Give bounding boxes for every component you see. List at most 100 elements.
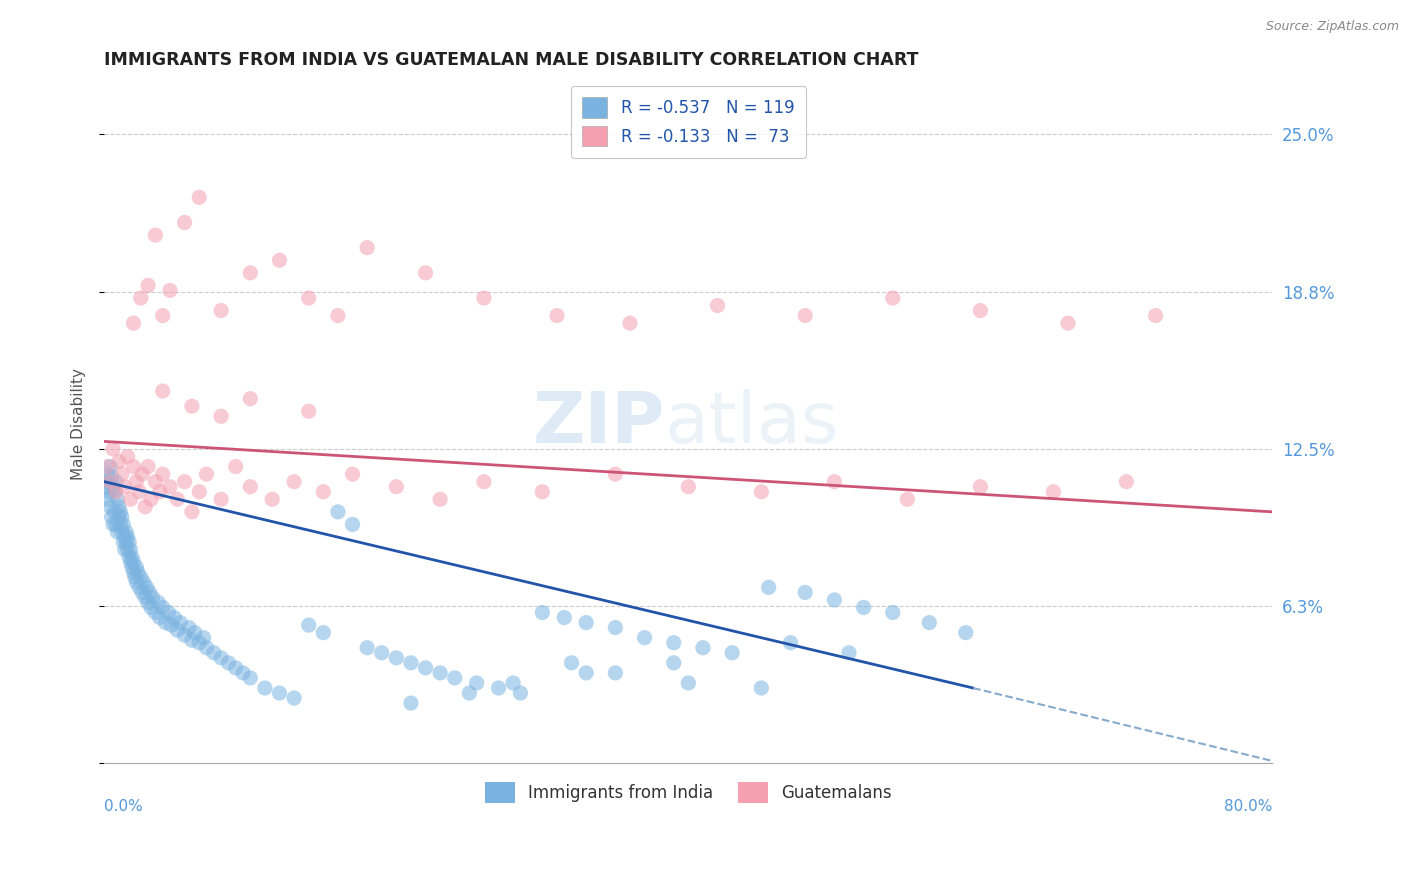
- Point: [662, 656, 685, 670]
- Point: [465, 676, 488, 690]
- Point: [896, 492, 918, 507]
- Point: [173, 215, 195, 229]
- Point: [180, 505, 202, 519]
- Point: [443, 671, 465, 685]
- Point: [779, 636, 801, 650]
- Point: [370, 646, 392, 660]
- Point: [225, 661, 247, 675]
- Point: [553, 610, 575, 624]
- Point: [97, 484, 120, 499]
- Point: [120, 492, 142, 507]
- Point: [751, 681, 773, 695]
- Point: [152, 600, 174, 615]
- Point: [107, 492, 129, 507]
- Point: [101, 480, 124, 494]
- Point: [159, 284, 181, 298]
- Point: [120, 555, 142, 569]
- Point: [662, 636, 685, 650]
- Point: [605, 467, 627, 482]
- Point: [415, 266, 437, 280]
- Point: [852, 600, 875, 615]
- Point: [104, 517, 127, 532]
- Point: [118, 550, 141, 565]
- Point: [180, 633, 202, 648]
- Point: [209, 650, 232, 665]
- Point: [145, 475, 167, 489]
- Point: [152, 467, 174, 482]
- Point: [166, 492, 188, 507]
- Point: [269, 253, 291, 268]
- Legend: Immigrants from India, Guatemalans: Immigrants from India, Guatemalans: [478, 776, 898, 810]
- Point: [114, 530, 136, 544]
- Point: [128, 484, 150, 499]
- Point: [152, 309, 174, 323]
- Point: [531, 484, 554, 499]
- Point: [110, 517, 132, 532]
- Point: [415, 661, 437, 675]
- Point: [356, 640, 378, 655]
- Y-axis label: Male Disability: Male Disability: [72, 368, 86, 480]
- Point: [239, 671, 262, 685]
- Point: [882, 291, 904, 305]
- Point: [121, 550, 143, 565]
- Text: ZIP: ZIP: [533, 389, 665, 458]
- Point: [112, 517, 135, 532]
- Point: [135, 580, 157, 594]
- Point: [509, 686, 531, 700]
- Point: [193, 631, 215, 645]
- Point: [117, 530, 139, 544]
- Point: [98, 500, 121, 514]
- Text: IMMIGRANTS FROM INDIA VS GUATEMALAN MALE DISABILITY CORRELATION CHART: IMMIGRANTS FROM INDIA VS GUATEMALAN MALE…: [104, 51, 918, 69]
- Point: [100, 469, 122, 483]
- Point: [129, 570, 152, 584]
- Point: [125, 575, 148, 590]
- Point: [132, 575, 155, 590]
- Point: [177, 621, 200, 635]
- Point: [882, 606, 904, 620]
- Point: [298, 291, 321, 305]
- Point: [117, 450, 139, 464]
- Point: [134, 591, 156, 605]
- Point: [605, 665, 627, 680]
- Point: [110, 505, 132, 519]
- Point: [823, 593, 845, 607]
- Point: [678, 676, 700, 690]
- Point: [94, 480, 117, 494]
- Point: [136, 459, 159, 474]
- Point: [169, 615, 191, 630]
- Point: [385, 480, 408, 494]
- Point: [115, 535, 138, 549]
- Point: [96, 459, 118, 474]
- Point: [502, 676, 524, 690]
- Point: [298, 618, 321, 632]
- Point: [751, 484, 773, 499]
- Point: [794, 585, 817, 599]
- Point: [312, 484, 335, 499]
- Point: [472, 475, 495, 489]
- Point: [239, 480, 262, 494]
- Point: [1115, 475, 1137, 489]
- Point: [209, 492, 232, 507]
- Point: [111, 467, 134, 482]
- Point: [269, 686, 291, 700]
- Point: [149, 484, 172, 499]
- Point: [96, 492, 118, 507]
- Point: [180, 399, 202, 413]
- Point: [195, 640, 218, 655]
- Point: [101, 442, 124, 456]
- Point: [114, 480, 136, 494]
- Point: [225, 459, 247, 474]
- Text: Source: ZipAtlas.com: Source: ZipAtlas.com: [1265, 20, 1399, 33]
- Point: [152, 384, 174, 398]
- Point: [575, 615, 598, 630]
- Point: [561, 656, 583, 670]
- Point: [112, 535, 135, 549]
- Point: [283, 691, 305, 706]
- Point: [139, 600, 162, 615]
- Text: 80.0%: 80.0%: [1225, 799, 1272, 814]
- Point: [115, 524, 138, 539]
- Point: [136, 595, 159, 609]
- Point: [605, 621, 627, 635]
- Point: [124, 570, 146, 584]
- Point: [159, 480, 181, 494]
